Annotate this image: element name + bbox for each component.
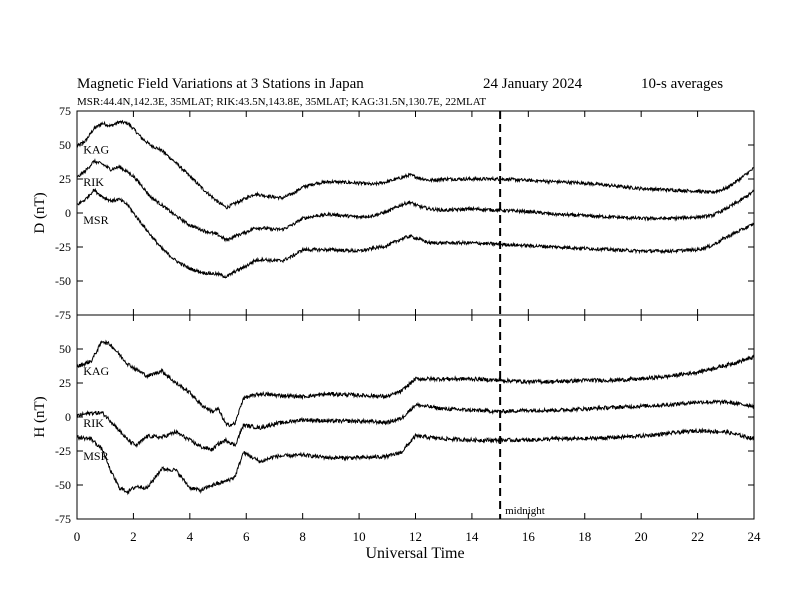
series-line-h-msr — [76, 427, 755, 496]
panel-h-frame — [76, 314, 755, 520]
x-tick-label: 8 — [299, 529, 306, 544]
panel-d: -75 -50 -25 0 25 50 75 KAG RIK MSR D (nT) — [32, 104, 755, 322]
panel-h-series — [76, 339, 755, 496]
y-tick-label: -25 — [55, 240, 71, 254]
y-tick-label: 25 — [59, 376, 71, 390]
chart-date: 24 January 2024 — [483, 76, 583, 92]
x-axis-label: Universal Time — [365, 545, 464, 562]
x-tick-label: 14 — [465, 529, 479, 544]
x-tick-label: 10 — [353, 529, 366, 544]
x-tick-label: 12 — [409, 529, 422, 544]
panel-h: -75 -50 -25 0 25 50 KAG RIK MSR H (nT) — [32, 314, 755, 526]
y-tick-label: 50 — [59, 342, 71, 356]
x-axis: 0 2 4 6 8 10 12 14 16 18 20 22 24 — [74, 111, 761, 544]
chart-averaging: 10-s averages — [641, 76, 723, 92]
panel-d-series-labels: KAG RIK MSR — [83, 143, 109, 227]
y-tick-label: -50 — [55, 274, 71, 288]
panel-d-frame — [76, 110, 755, 316]
panel-h-y-label: H (nT) — [32, 396, 48, 437]
x-tick-label: 20 — [635, 529, 648, 544]
series-line-h-kag — [76, 339, 755, 428]
midnight-label: midnight — [505, 505, 545, 517]
x-tick-label: 2 — [130, 529, 137, 544]
x-tick-label: 0 — [74, 529, 81, 544]
panel-d-y-label: D (nT) — [32, 192, 48, 233]
y-tick-label: 0 — [65, 410, 71, 424]
panel-d-series — [76, 119, 755, 279]
panel-d-y-axis: -75 -50 -25 0 25 50 75 — [55, 104, 754, 322]
series-line-d-kag — [76, 119, 755, 210]
x-tick-label: 18 — [578, 529, 591, 544]
x-tick-label: 24 — [748, 529, 762, 544]
x-tick-label: 6 — [243, 529, 250, 544]
y-tick-label: -75 — [55, 308, 71, 322]
series-label-rik: RIK — [83, 175, 104, 189]
y-tick-label: 25 — [59, 172, 71, 186]
station-coordinates: MSR:44.4N,142.3E, 35MLAT; RIK:43.5N,143.… — [77, 96, 486, 108]
x-tick-label: 16 — [522, 529, 536, 544]
series-label-msr: MSR — [83, 449, 108, 463]
y-tick-label: 50 — [59, 138, 71, 152]
series-label-msr: MSR — [83, 213, 108, 227]
series-line-d-msr — [76, 187, 755, 279]
y-tick-label: 0 — [65, 206, 71, 220]
series-label-rik: RIK — [83, 416, 104, 430]
x-tick-label: 22 — [691, 529, 704, 544]
chart-title: Magnetic Field Variations at 3 Stations … — [77, 76, 364, 92]
y-tick-label: 75 — [59, 104, 71, 118]
series-label-kag: KAG — [83, 364, 109, 378]
series-line-d-rik — [76, 158, 755, 243]
panel-h-y-axis: -75 -50 -25 0 25 50 — [55, 342, 754, 526]
y-tick-label: -25 — [55, 444, 71, 458]
x-tick-label: 4 — [187, 529, 194, 544]
series-line-h-rik — [76, 399, 755, 452]
y-tick-label: -50 — [55, 478, 71, 492]
series-label-kag: KAG — [83, 143, 109, 157]
y-tick-label: -75 — [55, 512, 71, 526]
panel-h-series-labels: KAG RIK MSR — [83, 364, 109, 463]
